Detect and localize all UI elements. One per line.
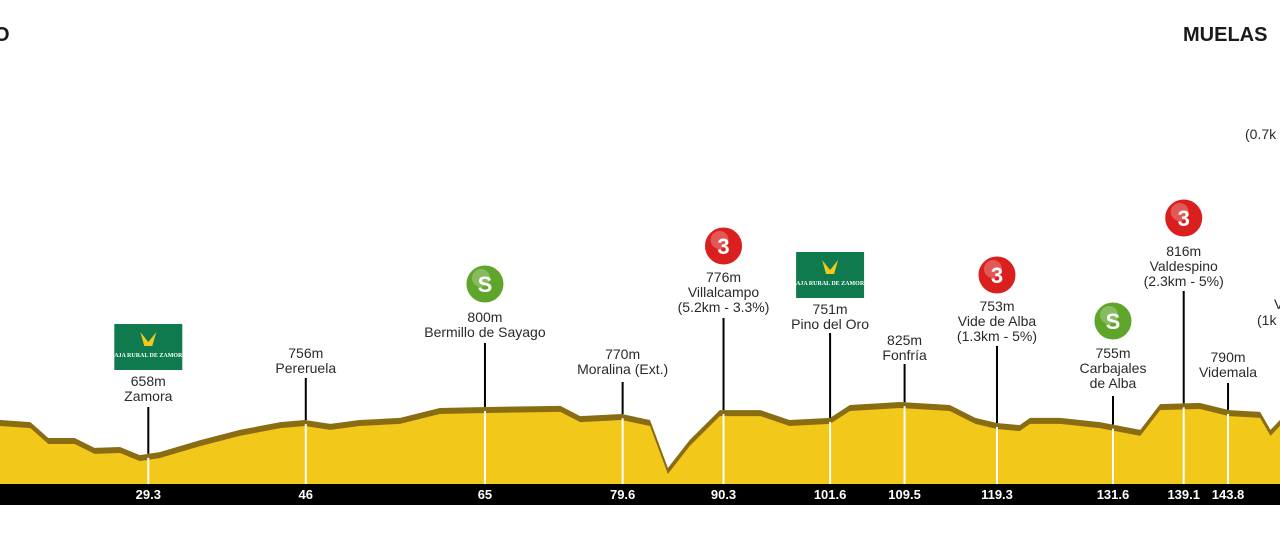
- km-axis-bar: [0, 484, 1280, 505]
- km-tick-label: 119.3: [981, 487, 1013, 502]
- km-tick-label: 101.6: [814, 487, 847, 502]
- point-elev: 776m: [706, 269, 742, 285]
- point-label: 770m Moralina (Ext.): [577, 347, 668, 377]
- point-name: Villalcampo: [687, 284, 760, 300]
- point-label: 756m Pereruela: [275, 346, 336, 376]
- point-label: 751m Pino del Oro: [791, 302, 869, 332]
- point-detail: (1.3km - 5%): [956, 328, 1038, 344]
- badge-highlight: [710, 231, 729, 249]
- point-name: Fonfría: [882, 347, 927, 363]
- point-label: 755m Carbajales de Alba: [1080, 346, 1147, 391]
- point-name: Valdespino: [1149, 258, 1218, 274]
- sprint-badge: [465, 264, 505, 304]
- point-detail: de Alba: [1089, 375, 1137, 391]
- km-tick-label: 29.3: [136, 487, 161, 502]
- edge-fragment-detail-top: (0.7k: [1245, 126, 1277, 142]
- point-elev: 658m: [130, 373, 166, 389]
- point-elev: 816m: [1166, 243, 1202, 259]
- km-tick-label: 46: [299, 487, 313, 502]
- point-elev: 800m: [467, 309, 503, 325]
- point-name: Zamora: [124, 388, 173, 404]
- km-tick-label: 143.8: [1212, 487, 1245, 502]
- wheat-icon: [140, 332, 157, 346]
- category-3-climb-badge: [977, 255, 1017, 295]
- point-label: 658m Zamora: [124, 374, 172, 404]
- point-elev: 756m: [288, 345, 324, 361]
- point-elev: 755m: [1095, 345, 1131, 361]
- start-title-fragment: O: [0, 24, 10, 46]
- point-name: Videmala: [1198, 364, 1258, 380]
- badge-label: S: [1106, 309, 1121, 334]
- edge-fragment-detail: (1k: [1257, 312, 1277, 328]
- wheat-icon: [822, 260, 839, 274]
- point-name: Carbajales: [1079, 360, 1147, 376]
- badge-label: 3: [717, 234, 729, 259]
- sponsor-logo: [796, 252, 865, 298]
- sponsor-logo-text: CAJA RURAL DE ZAMORA: [110, 353, 188, 359]
- km-tick-label: 90.3: [711, 487, 736, 502]
- point-name: Pereruela: [275, 360, 337, 376]
- km-tick-label: 109.5: [888, 487, 921, 502]
- point-label: 825m Fonfría: [882, 333, 926, 363]
- point-label: 800m Bermillo de Sayago: [424, 310, 545, 340]
- point-label: 816m Valdespino (2.3km - 5%): [1144, 244, 1224, 289]
- point-name: Pino del Oro: [791, 316, 869, 332]
- badge-label: 3: [1178, 206, 1190, 231]
- badge-highlight: [471, 269, 490, 287]
- point-label: 790m Videmala: [1199, 350, 1257, 380]
- point-elev: 790m: [1210, 349, 1246, 365]
- sponsor-logo-text: CAJA RURAL DE ZAMORA: [792, 281, 870, 287]
- profile-area: [0, 408, 1280, 484]
- point-detail: (2.3km - 5%): [1143, 273, 1224, 289]
- point-name: Moralina (Ext.): [577, 361, 669, 377]
- badge-highlight: [983, 260, 1002, 278]
- badge-label: S: [478, 272, 493, 297]
- point-name: Vide de Alba: [957, 313, 1037, 329]
- point-label: 776m Villalcampo (5.2km - 3.3%): [678, 270, 770, 315]
- km-tick-label: 131.6: [1097, 487, 1130, 502]
- category-3-climb-badge: [1164, 198, 1204, 238]
- point-name: Bermillo de Sayago: [424, 324, 546, 340]
- point-label: 753m Vide de Alba (1.3km - 5%): [957, 299, 1037, 344]
- finish-title-fragment: MUELAS: [1183, 24, 1268, 46]
- km-tick-label: 139.1: [1167, 487, 1200, 502]
- point-elev: 751m: [812, 301, 848, 317]
- sprint-badge: [1093, 301, 1133, 341]
- km-tick-label: 65: [478, 487, 492, 502]
- point-detail: (5.2km - 3.3%): [677, 299, 770, 315]
- category-3-climb-badge: [704, 226, 744, 266]
- point-elev: 753m: [979, 298, 1015, 314]
- edge-fragment-name: V: [1274, 296, 1280, 312]
- badge-highlight: [1099, 306, 1118, 324]
- km-tick-label: 79.6: [610, 487, 635, 502]
- badge-label: 3: [991, 263, 1003, 288]
- point-elev: 825m: [887, 332, 923, 348]
- point-elev: 770m: [605, 346, 641, 362]
- badge-highlight: [1170, 203, 1189, 221]
- sponsor-logo: [114, 324, 183, 370]
